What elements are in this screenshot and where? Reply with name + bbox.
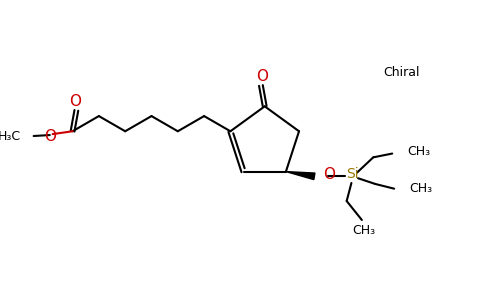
Text: CH₃: CH₃ xyxy=(409,182,432,195)
Text: O: O xyxy=(323,167,335,182)
Text: CH₃: CH₃ xyxy=(408,145,431,158)
Text: O: O xyxy=(69,94,81,109)
Polygon shape xyxy=(286,172,315,180)
Text: CH₃: CH₃ xyxy=(352,224,375,237)
Text: O: O xyxy=(256,69,268,84)
Text: H₃C: H₃C xyxy=(0,130,21,142)
Text: Chiral: Chiral xyxy=(383,66,420,79)
Text: Si: Si xyxy=(346,167,359,182)
Text: O: O xyxy=(44,128,56,143)
